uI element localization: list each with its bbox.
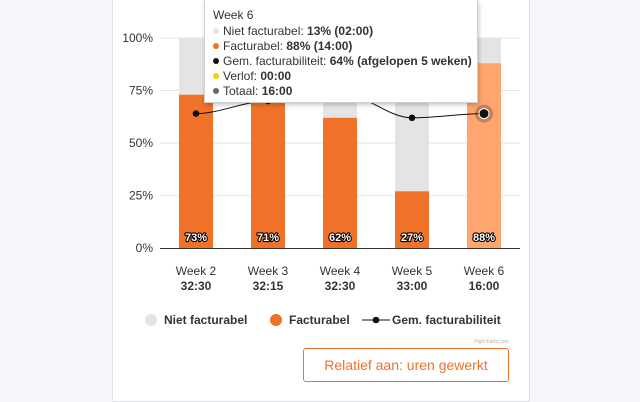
- legend-label-niet-facturabel: Niet facturabel: [164, 313, 247, 327]
- legend-dot-icon: [213, 72, 219, 79]
- x-tick-total: 32:30: [181, 279, 212, 293]
- tooltip-row-gem-facturabiliteit: Gem. facturabiliteit: 64% (afgelopen 5 w…: [213, 54, 472, 69]
- bar-facturabel: [323, 117, 357, 248]
- legend-marker-point: [372, 316, 380, 324]
- bar-facturabel: [395, 191, 429, 248]
- legend-label-gem-facturabiliteit: Gem. facturabiliteit: [392, 313, 501, 327]
- bar-data-label: 73%: [185, 232, 207, 244]
- bar-data-label: 71%: [257, 232, 279, 244]
- line-point: [192, 110, 200, 117]
- x-tick-label: Week 6: [464, 264, 505, 278]
- x-tick-total: 32:15: [253, 279, 284, 293]
- legend-marker-niet-facturabel: [145, 314, 157, 326]
- legend-dot-icon: [213, 27, 219, 34]
- x-tick-label: Week 2: [176, 264, 217, 278]
- x-tick-label: Week 5: [392, 264, 433, 278]
- legend-label-facturabel: Facturabel: [289, 313, 350, 327]
- y-tick-label: 0%: [136, 241, 154, 255]
- x-tick-total: 33:00: [397, 279, 428, 293]
- x-tick-label: Week 3: [248, 264, 289, 278]
- chart-credits[interactable]: Highcharts.com: [474, 339, 509, 345]
- y-tick-label: 50%: [129, 136, 153, 150]
- legend-dot-icon: [213, 87, 219, 94]
- chart-tooltip: Week 6 Niet facturabel: 13% (02:00) Fact…: [204, 0, 478, 103]
- legend-dot-icon: [213, 42, 219, 49]
- tooltip-row-verlof: Verlof: 00:00: [213, 69, 469, 84]
- x-tick-total: 16:00: [469, 279, 500, 293]
- bar-facturabel: [179, 94, 213, 248]
- y-tick-label: 25%: [129, 189, 153, 203]
- legend-dot-icon: [213, 57, 219, 64]
- bar-data-label: 88%: [473, 232, 495, 244]
- y-tick-label: 100%: [122, 31, 153, 45]
- tooltip-title: Week 6: [213, 8, 254, 22]
- line-point: [408, 114, 416, 122]
- tooltip-row-totaal: Totaal: 16:00: [213, 84, 469, 99]
- bar-data-label: 27%: [401, 232, 423, 244]
- relative-to-button[interactable]: Relatief aan: uren gewerkt: [303, 348, 509, 382]
- x-tick-total: 32:30: [325, 279, 356, 293]
- x-tick-label: Week 4: [320, 264, 361, 278]
- bar-facturabel: [251, 98, 285, 249]
- y-tick-label: 75%: [129, 84, 153, 98]
- tooltip-row-facturabel: Facturabel: 88% (14:00): [213, 39, 469, 54]
- legend-marker-facturabel: [270, 314, 282, 326]
- bar-data-label: 62%: [329, 232, 351, 244]
- tooltip-row-niet-facturabel: Niet facturabel: 13% (02:00): [213, 24, 469, 39]
- line-point: [478, 108, 490, 120]
